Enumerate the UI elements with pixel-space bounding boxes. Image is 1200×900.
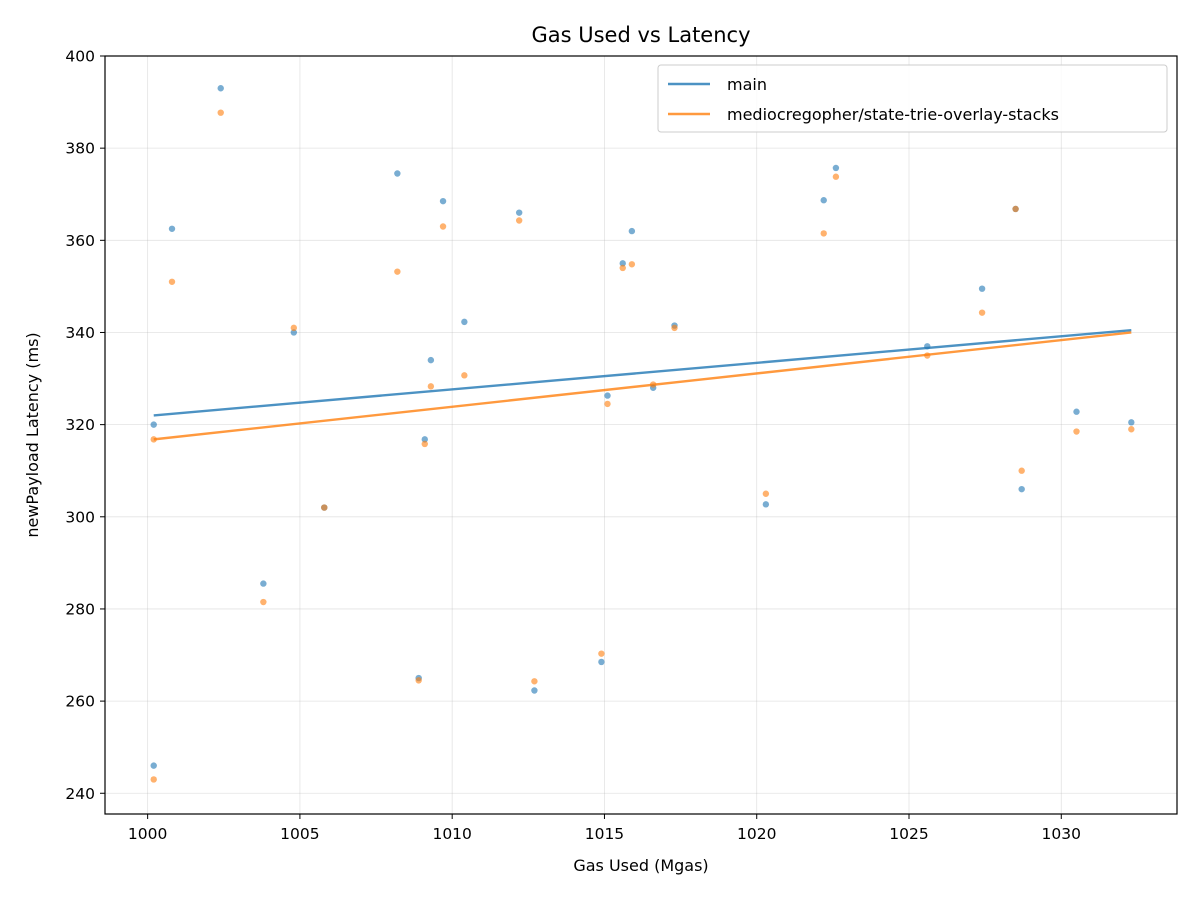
x-tick-label: 1005 — [280, 825, 319, 843]
data-point-main — [531, 687, 538, 694]
x-axis-label: Gas Used (Mgas) — [573, 856, 708, 875]
data-point-main — [628, 227, 636, 235]
data-point-branch — [150, 776, 157, 783]
legend-label-branch: mediocregopher/state-trie-overlay-stacks — [727, 105, 1059, 124]
trend-line-main — [153, 328, 1132, 417]
legend-box — [657, 64, 1168, 133]
data-point-branch — [1018, 467, 1025, 474]
y-tick-label: 360 — [65, 232, 95, 250]
data-points — [150, 85, 1135, 783]
data-point-main — [461, 318, 468, 326]
data-point-main — [619, 260, 626, 267]
data-point-main — [260, 580, 267, 587]
data-point-main — [924, 343, 931, 350]
data-point-branch — [515, 217, 523, 224]
data-point-branch — [531, 678, 538, 685]
data-point-main — [394, 170, 401, 177]
data-point-branch — [1012, 205, 1019, 213]
y-tick-label: 400 — [65, 48, 95, 66]
data-point-main — [1073, 408, 1080, 415]
x-tick-label: 1010 — [432, 825, 471, 843]
data-point-branch — [924, 352, 931, 359]
data-point-branch — [671, 324, 678, 332]
data-point-main — [832, 164, 840, 172]
y-tick-label: 280 — [65, 600, 95, 618]
data-point-branch — [217, 109, 224, 116]
data-point-main — [604, 392, 611, 399]
data-point-branch — [619, 264, 626, 272]
data-point-branch — [427, 383, 435, 390]
y-tick-label: 240 — [65, 785, 95, 803]
plot-frame — [104, 55, 1178, 815]
data-point-branch — [1128, 426, 1135, 433]
data-point-branch — [168, 278, 176, 285]
data-point-branch — [290, 324, 298, 332]
data-point-branch — [1073, 428, 1080, 435]
data-point-branch — [321, 504, 328, 511]
data-point-branch — [439, 223, 447, 230]
data-point-branch — [832, 173, 840, 180]
data-point-branch — [394, 268, 401, 275]
data-point-main — [515, 209, 523, 216]
data-point-main — [427, 356, 435, 364]
x-tick-label: 1000 — [128, 825, 167, 843]
x-tick-label: 1020 — [737, 825, 776, 843]
x-tick-label: 1030 — [1042, 825, 1081, 843]
data-point-main — [421, 436, 428, 443]
y-tick-label: 380 — [65, 140, 95, 158]
data-point-main — [150, 421, 157, 428]
data-point-branch — [461, 372, 468, 379]
y-tick-label: 340 — [65, 324, 95, 342]
data-point-main — [439, 197, 447, 205]
data-point-main — [1018, 485, 1025, 493]
data-point-main — [1128, 419, 1135, 426]
data-point-branch — [762, 490, 770, 497]
data-point-main — [978, 285, 986, 292]
data-point-main — [168, 225, 176, 232]
chart-title: Gas Used vs Latency — [531, 23, 750, 47]
trend-lines — [153, 328, 1132, 441]
data-point-branch — [421, 440, 428, 448]
axis-ticks: 1000 1005 1010 1015 1020 1025 1030 240 260 280 300… — [65, 48, 1081, 844]
data-point-branch — [260, 598, 267, 606]
data-point-main — [598, 658, 605, 666]
legend-label-main: main — [727, 75, 767, 94]
data-point-main — [150, 762, 157, 769]
data-point-main — [290, 329, 298, 336]
data-point-branch — [628, 261, 636, 268]
data-point-main — [820, 197, 827, 204]
x-tick-label: 1015 — [585, 825, 624, 843]
y-tick-label: 320 — [65, 416, 95, 434]
data-point-branch — [150, 436, 157, 443]
legend: main mediocregopher/state-trie-overlay-s… — [657, 64, 1168, 133]
data-point-main — [762, 501, 770, 508]
trend-line-branch — [153, 331, 1132, 441]
y-tick-label: 300 — [65, 508, 95, 526]
x-tick-label: 1025 — [889, 825, 928, 843]
y-tick-label: 260 — [65, 693, 95, 711]
data-point-branch — [415, 677, 422, 684]
y-axis-label: newPayload Latency (ms) — [23, 332, 42, 537]
data-point-branch — [978, 309, 986, 316]
data-point-main — [217, 85, 224, 92]
data-point-branch — [820, 230, 827, 237]
grid — [105, 55, 1177, 814]
data-point-branch — [604, 400, 611, 408]
data-point-branch — [598, 650, 605, 657]
data-point-branch — [649, 381, 657, 388]
